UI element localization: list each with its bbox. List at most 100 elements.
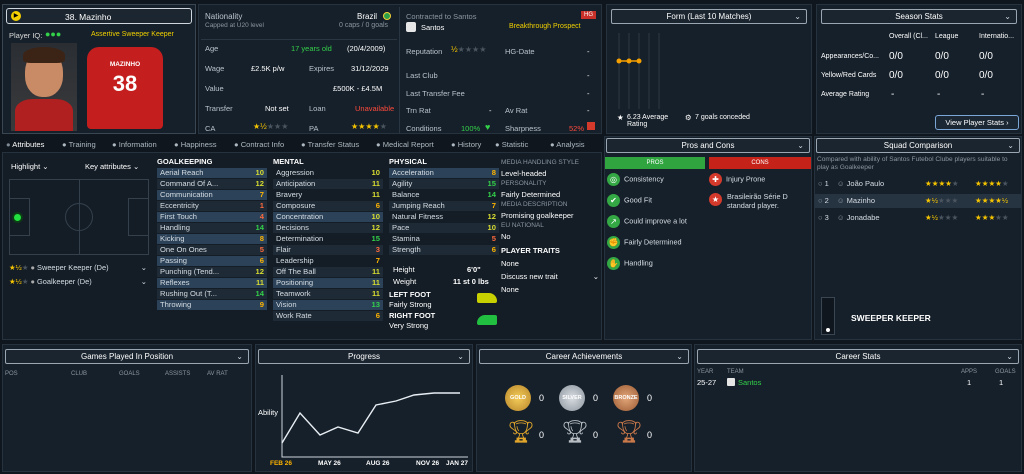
progress-header[interactable]: Progress ⌄ [258, 349, 470, 364]
attribute-row[interactable]: Reflexes 11 [157, 278, 267, 288]
santos-badge-icon [406, 22, 416, 32]
col-team: TEAM [727, 369, 744, 375]
right-foot-value: Very Strong [389, 321, 429, 330]
tab-analysis[interactable]: ● Analysis [550, 140, 585, 149]
attribute-row[interactable]: Jumping Reach 7 [389, 201, 499, 211]
games-header[interactable]: Games Played In Position ⌄ [5, 349, 249, 364]
attribute-row[interactable]: Off The Ball 11 [273, 267, 383, 277]
progress-title: Progress [347, 352, 380, 361]
attribute-row[interactable]: Eccentricity 1 [157, 201, 267, 211]
attribute-row[interactable]: Stamina 5 [389, 234, 499, 244]
attribute-row[interactable]: Determination 15 [273, 234, 383, 244]
tab-label: Training [68, 140, 96, 149]
value-label: Value [205, 84, 224, 93]
attribute-name: Aerial Reach [160, 168, 204, 177]
squad-row[interactable]: ○ 3 ☺ Jonadabe ★½★★★ ★★★★★ [818, 213, 1009, 222]
tab-attributes[interactable]: ● Attributes [6, 140, 45, 149]
chevron-down-icon: ⌄ [797, 141, 804, 150]
attribute-row[interactable]: Natural Fitness 12 [389, 212, 499, 222]
attribute-row[interactable]: Throwing 9 [157, 300, 267, 310]
attribute-row[interactable]: Work Rate 6 [273, 311, 383, 321]
club-name[interactable]: Santos [421, 23, 445, 32]
attribute-name: First Touch [160, 212, 197, 221]
nationality-label: Nationality [205, 12, 243, 21]
attribute-name: Decisions [276, 223, 309, 232]
attribute-row[interactable]: Punching (Tend... 12 [157, 267, 267, 277]
attribute-row[interactable]: Bravery 11 [273, 190, 383, 200]
tab-transfer-status[interactable]: ● Transfer Status [301, 140, 360, 149]
position-marker[interactable] [12, 212, 23, 223]
squad-row[interactable]: ○ 2 ☺ Mazinho ★½★★★ ★★★★½ [815, 194, 1021, 208]
player-name-bar[interactable]: ▶ 38. Mazinho [6, 8, 192, 24]
role-row[interactable]: ★½★ ● Goalkeeper (De) ⌄ [9, 277, 147, 286]
mental-list: Aggression 10 Anticipation 11 Bravery 11 Compo… [273, 168, 383, 321]
pro-item: ✋ Handling [607, 257, 653, 270]
career-header[interactable]: Career Stats ⌄ [697, 349, 1019, 364]
attribute-row[interactable]: First Touch 4 [157, 212, 267, 222]
chevron-down-icon: ⌄ [794, 12, 801, 21]
season-header[interactable]: Season Stats ⌄ [821, 9, 1017, 24]
achievements-header[interactable]: Career Achievements ⌄ [479, 349, 689, 364]
pros-title: PROS [646, 160, 664, 166]
physical-list: Acceleration 8 Agility 15 Balance 14 Jumping R… [389, 168, 499, 258]
player-card: ▶ 38. Mazinho Player IQ: ●●● Assertive S… [2, 4, 196, 134]
attribute-row[interactable]: Strength 6 [389, 245, 499, 255]
career-team[interactable]: Santos [738, 378, 762, 387]
attribute-row[interactable]: Rushing Out (T... 14 [157, 289, 267, 299]
attribute-row[interactable]: Leadership 7 [273, 256, 383, 266]
view-stats-label: View Player Stats [945, 118, 1005, 127]
last-club-value: - [587, 71, 590, 80]
sharpness-label: Sharpness [505, 124, 541, 133]
attribute-row[interactable]: Agility 15 [389, 179, 499, 189]
attribute-value: 12 [255, 267, 264, 276]
attribute-row[interactable]: Vision 13 [273, 300, 383, 310]
squad-row[interactable]: ○ 1 ☺ João Paulo ★★★★★ ★★★★★ [818, 179, 1009, 188]
pro-item: ↗ Could improve a lot [607, 215, 707, 236]
squad-header[interactable]: Squad Comparison ⌄ [816, 138, 1020, 153]
tab-happiness[interactable]: ● Happiness [174, 140, 217, 149]
attribute-row[interactable]: Composure 6 [273, 201, 383, 211]
attribute-row[interactable]: Aerial Reach 10 [157, 168, 267, 178]
view-player-stats-button[interactable]: View Player Stats › [935, 115, 1019, 130]
attribute-name: Punching (Tend... [160, 267, 220, 276]
tab-medical-report[interactable]: ● Medical Report [376, 140, 434, 149]
hg-date-label: HG-Date [505, 47, 535, 56]
attribute-row[interactable]: Decisions 12 [273, 223, 383, 233]
attribute-row[interactable]: Positioning 11 [273, 278, 383, 288]
attribute-row[interactable]: Anticipation 11 [273, 179, 383, 189]
key-attributes-dropdown[interactable]: Key attributes ⌄ [85, 162, 139, 171]
age-value: 17 years old [291, 44, 332, 53]
attribute-row[interactable]: Pace 10 [389, 223, 499, 233]
attribute-row[interactable]: Acceleration 8 [389, 168, 499, 178]
discuss-trait-dropdown[interactable]: Discuss new trait ⌄ [501, 272, 599, 281]
tab-label: Medical Report [382, 140, 434, 149]
role-row[interactable]: ★½★ ● Sweeper Keeper (De) ⌄ [9, 263, 147, 272]
attribute-row[interactable]: Passing 6 [157, 256, 267, 266]
pros-cons-header[interactable]: Pros and Cons ⌄ [606, 138, 810, 153]
attribute-row[interactable]: Teamwork 11 [273, 289, 383, 299]
form-header[interactable]: Form (Last 10 Matches) ⌄ [611, 9, 807, 24]
left-foot-value: Fairly Strong [389, 300, 432, 309]
attribute-name: Anticipation [276, 179, 316, 188]
progress-ylabel: Ability [258, 408, 279, 417]
tab-information[interactable]: ● Information [112, 140, 157, 149]
attribute-row[interactable]: Command Of A... 12 [157, 179, 267, 189]
form-point [616, 58, 622, 64]
attribute-row[interactable]: Handling 14 [157, 223, 267, 233]
highlight-dropdown[interactable]: Highlight ⌄ [11, 162, 49, 171]
tab-statistic[interactable]: ● Statistic [495, 140, 529, 149]
attribute-row[interactable]: Communication 7 [157, 190, 267, 200]
attribute-value: 8 [491, 168, 496, 177]
attribute-row[interactable]: Concentration 10 [273, 212, 383, 222]
tab-training[interactable]: ● Training [62, 140, 96, 149]
chevron-down-icon: ⌄ [676, 352, 683, 361]
attribute-row[interactable]: Balance 14 [389, 190, 499, 200]
attribute-row[interactable]: Flair 3 [273, 245, 383, 255]
attribute-row[interactable]: Kicking 8 [157, 234, 267, 244]
tab-contract-info[interactable]: ● Contract Info [234, 140, 285, 149]
con-item: ★ Brasileirão Série D standard player. [709, 192, 811, 214]
attribute-row[interactable]: One On Ones 5 [157, 245, 267, 255]
progress-chart [281, 375, 468, 458]
tab-history[interactable]: ● History [451, 140, 482, 149]
attribute-row[interactable]: Aggression 10 [273, 168, 383, 178]
